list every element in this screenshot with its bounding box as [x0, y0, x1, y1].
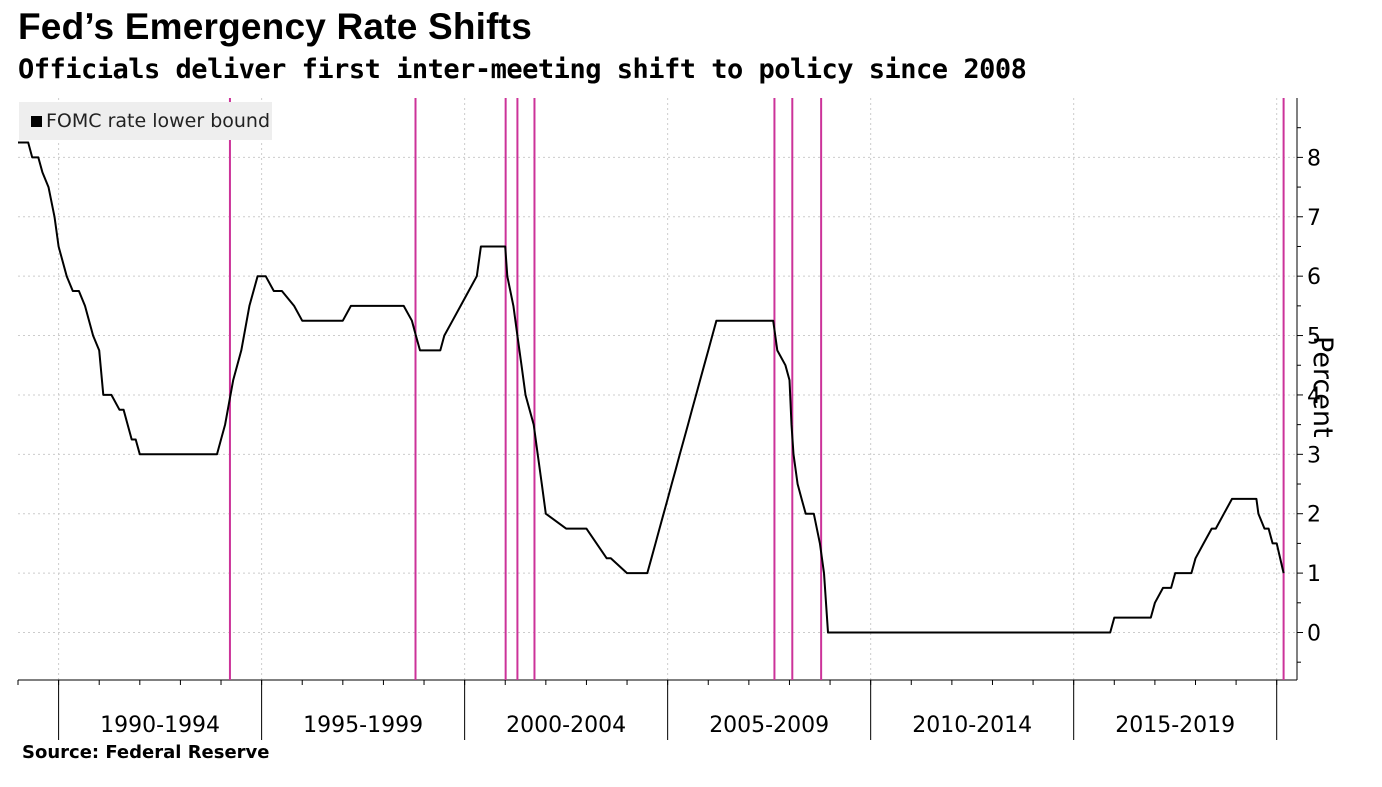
- y-tick-label: 2: [1307, 503, 1321, 528]
- chart-subtitle: Officials deliver first inter-meeting sh…: [18, 54, 1027, 85]
- legend: FOMC rate lower bound: [19, 102, 272, 140]
- legend-label: FOMC rate lower bound: [46, 110, 271, 132]
- x-tick-label: 1995-1999: [303, 713, 423, 738]
- x-tick-label: 2000-2004: [506, 713, 626, 738]
- y-axis-label: Percent: [1307, 336, 1338, 438]
- y-tick-label: 0: [1307, 621, 1321, 646]
- x-tick-label: 2015-2019: [1115, 713, 1235, 738]
- x-tick-label: 2010-2014: [912, 713, 1032, 738]
- y-tick-label: 7: [1307, 206, 1321, 231]
- chart-title: Fed’s Emergency Rate Shifts: [18, 6, 532, 47]
- series-line-fomc-rate: [18, 141, 1285, 634]
- y-tick-label: 1: [1307, 562, 1321, 587]
- x-tick-label: 2005-2009: [709, 713, 829, 738]
- y-tick-label: 8: [1307, 146, 1321, 171]
- legend-swatch: [31, 115, 42, 127]
- y-tick-label: 3: [1307, 443, 1321, 468]
- y-tick-label: 5: [1307, 325, 1321, 350]
- x-tick-label: 1990-1994: [100, 713, 220, 738]
- y-tick-label: 4: [1307, 384, 1321, 409]
- y-tick-label: 6: [1307, 265, 1321, 290]
- source-note: Source: Federal Reserve: [22, 742, 270, 763]
